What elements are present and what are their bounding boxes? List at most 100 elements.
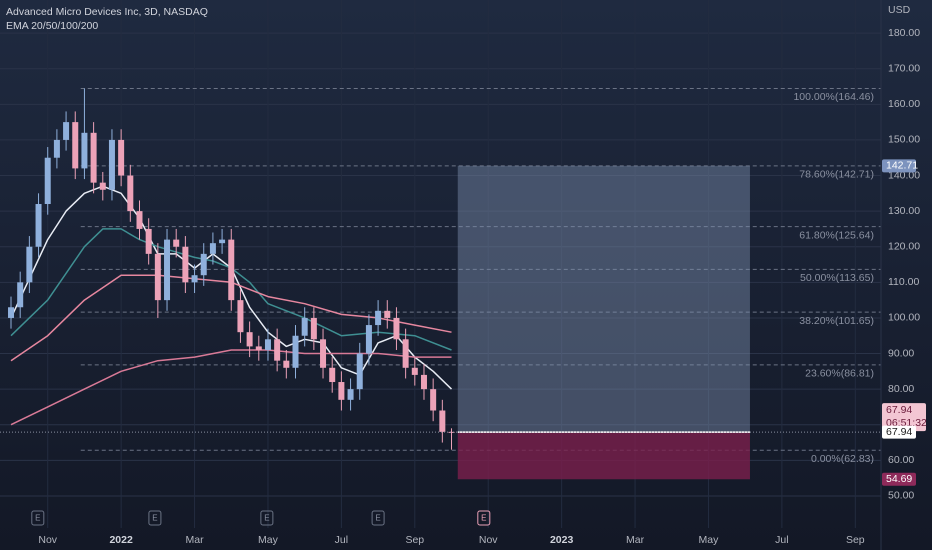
candle-body: [365, 325, 372, 354]
stop-badge-bg: [882, 472, 916, 486]
candle-body: [430, 389, 437, 411]
candle-body: [127, 175, 134, 212]
fib-label: 61.80%(125.64): [799, 229, 874, 241]
ema-line: [10, 349, 452, 426]
candle-body: [136, 211, 143, 229]
y-tick-label: 180.00: [888, 27, 920, 39]
fib-label: 50.00%(113.65): [800, 272, 874, 284]
y-tick-label: 90.00: [888, 347, 914, 359]
candle-body: [384, 310, 391, 318]
candle-body: [209, 243, 216, 254]
candle-body: [255, 346, 262, 350]
candle-body: [320, 339, 327, 368]
earnings-label: E: [35, 514, 40, 523]
earnings-label: E: [152, 514, 157, 523]
candle-body: [448, 431, 455, 433]
candle-body: [81, 132, 88, 169]
candles: [8, 88, 455, 450]
candle-body: [329, 367, 336, 383]
earnings-marker: [371, 510, 385, 526]
stop-badge: 54.69: [886, 473, 912, 485]
fib-label: 0.00%(62.83): [811, 453, 874, 465]
y-tick-label: 130.00: [888, 205, 920, 217]
y-tick-label: 170.00: [888, 62, 920, 74]
candle-body: [200, 253, 207, 276]
entry-badge-bg: [882, 425, 916, 439]
candle-body: [283, 360, 290, 368]
candle-body: [219, 239, 226, 244]
x-tick-label: May: [258, 534, 279, 546]
candle-body: [164, 239, 171, 301]
candle-body: [90, 132, 97, 183]
candle-body: [191, 275, 198, 283]
x-tick-label: Jul: [775, 534, 788, 546]
currency-label: USD: [888, 4, 911, 16]
x-tick-label: 2022: [109, 534, 133, 546]
long-position: [457, 165, 750, 480]
ema-line: [10, 185, 453, 390]
candle-body: [182, 246, 189, 283]
last-price-badge: 67.94: [886, 404, 912, 416]
candle-body: [402, 339, 409, 368]
y-tick-label: 80.00: [888, 383, 914, 395]
candle-body: [347, 389, 354, 400]
entry-badge: 67.94: [886, 426, 912, 438]
earnings-label: E: [375, 514, 380, 523]
x-tick-label: Mar: [186, 534, 205, 546]
candle-body: [99, 182, 106, 190]
x-tick-label: 2023: [550, 534, 574, 546]
chart-title: Advanced Micro Devices Inc, 3D, NASDAQ: [6, 6, 208, 18]
candle-body: [301, 317, 308, 336]
target-badge-bg: [882, 159, 916, 173]
candle-body: [439, 410, 446, 432]
candle-body: [237, 300, 244, 333]
candle-body: [246, 332, 253, 347]
x-tick-label: Sep: [846, 534, 865, 546]
earnings-marker: [260, 510, 274, 526]
candle-body: [411, 367, 418, 375]
candle-body: [118, 139, 125, 176]
candle-body: [72, 122, 79, 169]
candle-body: [356, 353, 363, 390]
candle-body: [108, 139, 115, 190]
y-tick-label: 50.00: [888, 490, 914, 502]
candle-body: [375, 310, 382, 326]
candle-body: [228, 239, 235, 301]
candle-body: [274, 339, 281, 361]
x-tick-label: Nov: [479, 534, 498, 546]
candle-body: [154, 253, 161, 301]
candle-body: [310, 317, 317, 340]
candle-body: [17, 282, 24, 308]
earnings-label: E: [264, 514, 269, 523]
candle-body: [338, 382, 345, 400]
candle-body: [63, 122, 70, 140]
candle-body: [393, 317, 400, 340]
y-tick-label: 100.00: [888, 312, 920, 324]
candle-body: [264, 339, 271, 350]
y-tick-label: 60.00: [888, 454, 914, 466]
target-badge: 142.71: [886, 160, 918, 172]
candle-body: [145, 228, 152, 254]
y-tick-label: 120.00: [888, 241, 920, 253]
x-tick-label: Nov: [38, 534, 57, 546]
candle-body: [420, 374, 427, 390]
fib-label: 100.00%(164.46): [793, 91, 874, 103]
y-tick-label: 160.00: [888, 98, 920, 110]
candle-body: [173, 239, 180, 247]
candle-body: [8, 307, 15, 318]
earnings-marker: [31, 510, 45, 526]
x-tick-label: May: [699, 534, 720, 546]
fib-label: 38.20%(101.65): [799, 315, 874, 327]
loss-zone: [457, 432, 750, 480]
earnings-marker: [477, 510, 491, 526]
x-tick-label: Jul: [335, 534, 348, 546]
earnings-label: E: [481, 514, 486, 523]
candle-body: [26, 246, 33, 283]
candle-body: [44, 157, 51, 205]
fib-label: 78.60%(142.71): [799, 169, 874, 181]
last-price-badge-bg: [882, 403, 926, 432]
chart-subtitle: EMA 20/50/100/200: [6, 20, 98, 32]
